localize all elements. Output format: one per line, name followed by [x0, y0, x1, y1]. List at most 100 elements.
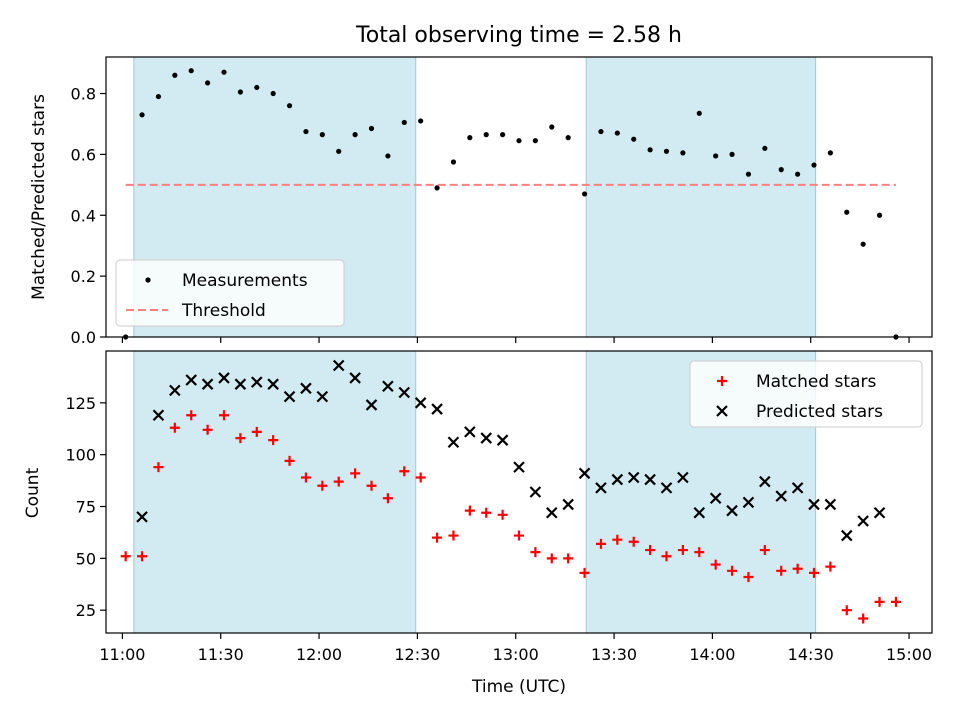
predicted-point: [251, 376, 263, 388]
matched-point: [661, 551, 672, 562]
predicted-point: [152, 409, 165, 422]
predicted-point: [857, 515, 869, 527]
x-tick-label: 11:00: [99, 645, 145, 664]
matched-point: [710, 559, 721, 570]
matched-point: [776, 565, 787, 576]
x-tick-label: 13:00: [493, 645, 539, 664]
measurement-point: [500, 132, 506, 138]
predicted-point: [218, 372, 230, 384]
predicted-point: [841, 529, 853, 542]
predicted-point: [431, 403, 443, 415]
measurement-point: [221, 69, 227, 75]
measurement-point: [745, 171, 752, 177]
matched-point: [514, 530, 524, 541]
measurement-point: [139, 112, 145, 118]
matched-point: [382, 493, 393, 504]
matched-point: [481, 507, 492, 518]
predicted-point: [627, 471, 640, 484]
matched-point: [137, 551, 148, 562]
matched-point: [792, 563, 803, 574]
measurement-point: [188, 68, 194, 74]
predicted-point: [398, 386, 411, 399]
legend-box: [115, 259, 345, 327]
measurement-point: [663, 148, 670, 154]
ratio-panel: 0.0 0.2 0.4 0.6 0.8 Measurements Threshold: [71, 56, 933, 347]
legend-dot-swatch: [145, 277, 151, 283]
measurement-point: [254, 84, 260, 91]
measurement-point: [860, 241, 866, 247]
measurement-point: [483, 132, 489, 138]
predicted-point: [365, 399, 378, 411]
measurement-point: [237, 89, 243, 95]
matched-point: [415, 472, 426, 483]
predicted-point: [513, 461, 525, 473]
matched-point: [694, 547, 705, 558]
matched-point: [333, 476, 344, 487]
legend-label: Measurements: [182, 271, 308, 291]
matched-point: [563, 553, 574, 564]
predicted-point: [349, 372, 361, 384]
matched-point: [595, 538, 606, 549]
predicted-point: [775, 490, 787, 502]
matched-point: [120, 551, 131, 562]
x-tick-label: 13:30: [591, 645, 637, 664]
legend-label: Predicted stars: [756, 402, 883, 422]
plot-frame: [105, 56, 933, 338]
predicted-point: [447, 436, 460, 449]
y-tick-label: 25: [76, 601, 96, 620]
x-tick-label: 14:30: [788, 645, 834, 664]
predicted-point: [283, 390, 296, 403]
matched-point: [546, 553, 557, 564]
x-tick-label: 11:30: [198, 645, 244, 664]
predicted-point: [677, 471, 689, 484]
measurement-point: [811, 162, 817, 168]
measurement-point: [778, 167, 784, 173]
x-tick-label: 14:00: [689, 645, 735, 664]
measurement-point: [205, 80, 211, 86]
predicted-point: [709, 492, 722, 504]
measurement-point: [581, 191, 588, 197]
matched-point: [464, 505, 475, 516]
matched-point: [169, 422, 180, 433]
predicted-point: [726, 504, 738, 517]
matched-point: [858, 613, 869, 624]
legend-plus-swatch: [717, 376, 727, 386]
plot-frame: [105, 350, 933, 634]
matched-point: [841, 605, 852, 616]
predicted-point: [873, 506, 886, 519]
y-tick-label: 0.8: [71, 85, 96, 104]
predicted-point: [480, 432, 492, 444]
measurement-point: [696, 110, 702, 116]
count-panel: 25 50 75 100 125 11:00 11:30 12:00 12:30 13:00 13:…: [65, 350, 933, 664]
measurement-point: [762, 145, 768, 151]
measurement-point: [876, 212, 883, 218]
matched-point: [809, 567, 819, 578]
measurement-point: [450, 159, 457, 165]
legend: Matched stars Predicted stars: [689, 360, 923, 428]
measurement-point: [352, 132, 358, 138]
predicted-point: [693, 506, 706, 519]
matched-point: [727, 565, 738, 576]
predicted-point: [414, 397, 427, 409]
x-tick-label: 12:00: [296, 645, 342, 664]
measurement-point: [729, 151, 735, 157]
predicted-point: [808, 498, 820, 511]
predicted-point: [332, 359, 345, 372]
matched-point: [399, 466, 410, 477]
matched-point: [350, 468, 361, 479]
matched-point: [628, 536, 639, 547]
x-tick-label: 15:00: [886, 645, 932, 664]
predicted-point: [529, 486, 542, 498]
y-tick-label: 0.6: [71, 145, 96, 164]
predicted-point: [742, 496, 755, 509]
measurement-point: [516, 138, 522, 144]
predicted-point: [382, 380, 394, 393]
predicted-point: [464, 426, 476, 438]
matched-point: [219, 410, 229, 421]
predicted-point: [611, 473, 624, 486]
predicted-point: [169, 384, 181, 397]
legend-label: Matched stars: [756, 372, 876, 392]
measurement-point: [680, 150, 686, 156]
predicted-point: [234, 378, 247, 390]
y-tick-label: 50: [76, 549, 96, 568]
